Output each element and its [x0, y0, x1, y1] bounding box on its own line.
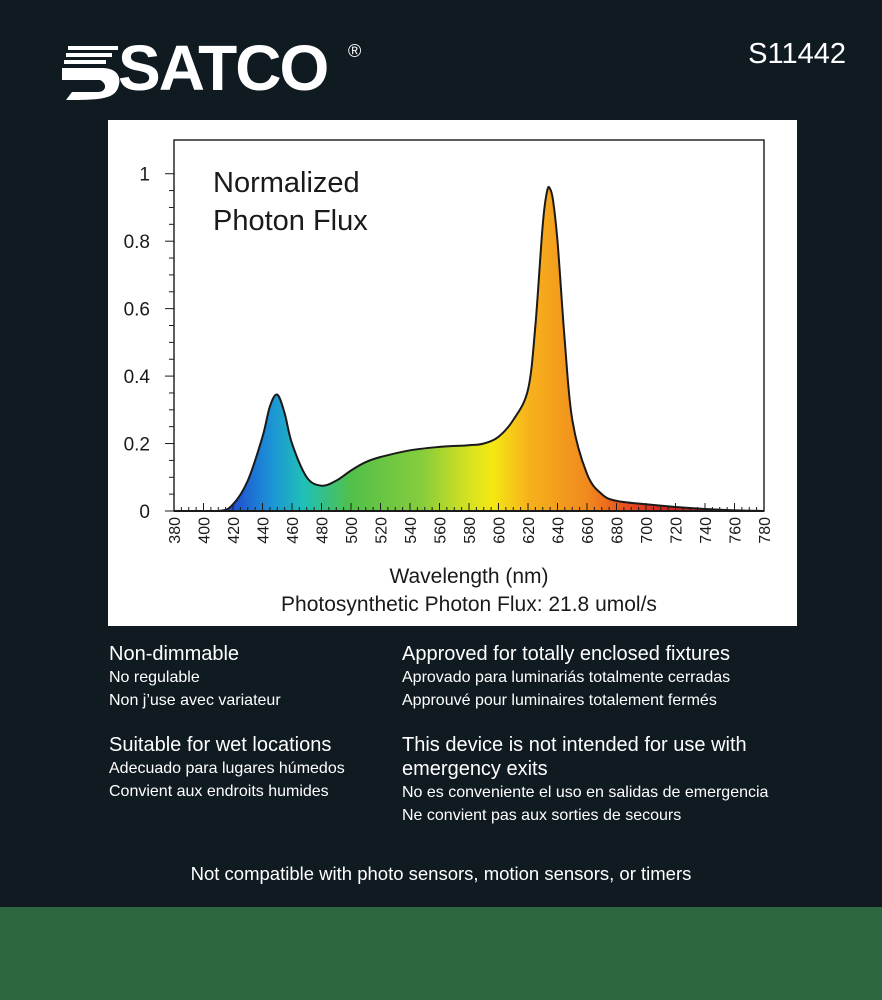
x-tick-label: 780 [757, 517, 774, 544]
x-tick-label: 480 [315, 517, 332, 544]
feature-heading: Approved for totally enclosed fixtures [402, 643, 730, 665]
model-number: S11442 [748, 38, 846, 70]
x-tick-label: 520 [374, 517, 391, 544]
y-tick-label: 0.4 [124, 367, 151, 388]
spectrum-area [174, 185, 765, 512]
spectrum-chart: 380 400 420 440 460 480 500 520 540 560 580 600 620 6… [124, 139, 774, 616]
feature-heading: Suitable for wet locations [109, 734, 332, 756]
feature-line-fr: Approuvé pour luminaires totalement ferm… [402, 692, 717, 709]
feature-enclosed-fixtures: Approved for totally enclosed fixtures A… [402, 642, 730, 712]
feature-line-es: No regulable [109, 669, 200, 686]
y-axis-ticks: 0 0.2 0.4 0.6 0.8 1 [124, 165, 174, 523]
x-tick-label: 400 [197, 517, 214, 544]
x-tick-label: 720 [669, 517, 686, 544]
satco-logo: SATCO ® [62, 36, 372, 104]
x-tick-label: 560 [433, 517, 450, 544]
x-tick-label: 420 [226, 517, 243, 544]
y-tick-label: 0 [139, 502, 150, 523]
feature-line-fr: Non j’use avec variateur [109, 692, 281, 709]
feature-line-fr: Ne convient pas aux sorties de secours [402, 807, 682, 824]
y-tick-label: 0.8 [124, 232, 150, 253]
compatibility-note: Not compatible with photo sensors, motio… [190, 863, 692, 884]
y-tick-label: 1 [139, 165, 150, 186]
x-tick-label: 620 [521, 517, 538, 544]
x-axis-label: Wavelength (nm) [389, 565, 548, 588]
x-tick-label: 740 [698, 517, 715, 544]
feature-heading: Non-dimmable [109, 643, 240, 665]
brand-name: SATCO [118, 32, 329, 104]
feature-line-es: No es conveniente el uso en salidas de e… [402, 784, 769, 801]
x-tick-label: 660 [580, 517, 597, 544]
x-tick-label: 680 [610, 517, 627, 544]
x-tick-label: 440 [256, 517, 273, 544]
x-tick-label: 540 [403, 517, 420, 544]
x-tick-label: 700 [639, 517, 656, 544]
feature-line-es: Aprovado para luminariás totalmente cerr… [402, 669, 731, 686]
feature-heading-line-2: emergency exits [402, 758, 548, 780]
x-tick-label: 600 [492, 517, 509, 544]
y-tick-label: 0.6 [124, 300, 150, 321]
chart-title-line-1: Normalized [213, 167, 360, 199]
feature-non-dimmable: Non-dimmable No regulable Non j’use avec… [109, 642, 281, 712]
registered-mark: ® [348, 41, 362, 61]
feature-line-fr: Convient aux endroits humides [109, 783, 329, 800]
green-footer-band [0, 907, 882, 1000]
x-axis-ticks: 380 400 420 440 460 480 500 520 540 560 580 600 620 6… [167, 503, 774, 544]
x-tick-label: 760 [728, 517, 745, 544]
x-tick-label: 580 [462, 517, 479, 544]
x-tick-label: 380 [167, 517, 184, 544]
spectrum-chart-panel: 380 400 420 440 460 480 500 520 540 560 580 600 620 6… [108, 120, 797, 626]
chart-title-line-2: Photon Flux [213, 205, 368, 237]
y-tick-label: 0.2 [124, 435, 150, 456]
feature-emergency-exits: This device is not intended for use with… [402, 733, 768, 827]
feature-wet-locations: Suitable for wet locations Adecuado para… [109, 733, 345, 803]
x-tick-label: 640 [551, 517, 568, 544]
satco-swoosh-icon [62, 46, 120, 100]
chart-subtitle: Photosynthetic Photon Flux: 21.8 umol/s [281, 593, 657, 616]
x-tick-label: 460 [285, 517, 302, 544]
feature-heading-line-1: This device is not intended for use with [402, 734, 747, 756]
x-tick-label: 500 [344, 517, 361, 544]
feature-line-es: Adecuado para lugares húmedos [109, 760, 345, 777]
